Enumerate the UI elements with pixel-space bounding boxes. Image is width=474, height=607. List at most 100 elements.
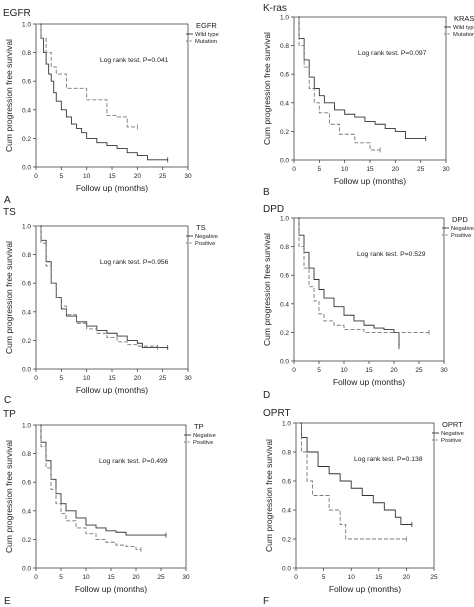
y-tick-label: 0.4 [22, 107, 31, 114]
y-tick-label: 0.6 [280, 273, 289, 280]
x-tick-label: 0 [34, 173, 38, 180]
panel-title: TP [3, 409, 16, 420]
x-tick-label: 25 [415, 367, 423, 374]
km-curve-positive [36, 225, 159, 348]
panel-letter: B [263, 187, 270, 198]
plot-frame [35, 424, 187, 569]
km-curve-negative [294, 217, 400, 347]
y-tick-label: 0.8 [22, 451, 31, 458]
km-curve-negative [36, 225, 168, 348]
km-curve-positive [36, 424, 141, 550]
y-tick-label: 0.2 [282, 537, 291, 544]
y-tick-label: 0.8 [280, 244, 289, 251]
y-tick-label: 0.0 [280, 359, 289, 366]
log-rank-annotation: Log rank test. P=0.529 [357, 251, 426, 258]
y-tick-label: 0.8 [22, 50, 31, 57]
y-tick-label: 0.0 [22, 367, 31, 374]
km-panel-d: DPD D 0.0 0.2 0.4 0.6 0.8 1.0 0 5 10 15 20 25 30 Follow… [262, 204, 474, 401]
x-tick-label: 25 [417, 166, 425, 173]
y-tick-label: 0.2 [22, 338, 31, 345]
x-tick-label: 20 [403, 574, 411, 581]
plot-frame [295, 422, 435, 569]
km-curve-wild-type [294, 16, 426, 139]
y-axis-label: Cum progression free survival [262, 32, 272, 145]
y-tick-label: 0.4 [282, 508, 291, 515]
x-tick-label: 25 [159, 375, 167, 382]
y-axis-label: Cum progression free survival [4, 39, 14, 152]
y-axis-label: Cum progression free survival [262, 233, 272, 346]
x-tick-label: 0 [292, 367, 296, 374]
km-curve-negative [296, 422, 412, 525]
x-axis-label: Follow up (months) [334, 176, 406, 186]
y-tick-label: 1.0 [282, 421, 291, 428]
km-curve-mutation [294, 16, 381, 151]
y-tick-label: 0.6 [282, 479, 291, 486]
x-tick-label: 10 [341, 166, 349, 173]
y-tick-label: 0.8 [22, 252, 31, 259]
x-tick-label: 0 [294, 574, 298, 581]
x-tick-label: 20 [134, 375, 142, 382]
x-tick-label: 15 [375, 574, 383, 581]
legend-entry: Negative [193, 433, 216, 439]
km-panel-f: OPRT F 0.0 0.2 0.4 0.6 0.8 1.0 0 5 10 15 20 25 Follow … [263, 408, 464, 607]
log-rank-annotation: Log rank test. P=0.041 [100, 57, 169, 64]
x-tick-label: 5 [318, 166, 322, 173]
legend-entry: Negative [441, 431, 464, 437]
x-tick-label: 5 [322, 574, 326, 581]
x-tick-label: 20 [390, 367, 398, 374]
y-tick-label: 0.8 [282, 450, 291, 457]
x-tick-label: 15 [108, 173, 116, 180]
x-axis-label: Follow up (months) [75, 584, 147, 594]
y-tick-label: 0.6 [280, 72, 289, 79]
y-tick-label: 0.2 [22, 537, 31, 544]
legend-entry: Positive [193, 440, 213, 446]
legend-entry: Wild type [453, 25, 474, 31]
km-curve-positive [296, 422, 407, 540]
legend-entry: Positive [195, 241, 215, 247]
panel-title: OPRT [263, 408, 291, 419]
y-axis-label: Cum progression free survival [4, 440, 14, 553]
x-tick-label: 10 [82, 574, 90, 581]
legend-title: KRAS [454, 14, 474, 23]
legend-title: OPRT [442, 420, 463, 429]
legend-entry: Negative [195, 234, 218, 240]
legend-entry: Positive [441, 438, 461, 444]
km-panel-a: EGFR A 0.0 0.2 0.4 0.6 0.8 1.0 0 5 10 15 20 25 30 Follo… [3, 8, 219, 206]
panel-title: K-ras [263, 3, 287, 14]
y-tick-label: 0.0 [280, 158, 289, 165]
x-tick-label: 25 [430, 574, 438, 581]
x-tick-label: 25 [159, 173, 167, 180]
y-tick-label: 0.6 [22, 480, 31, 487]
x-tick-label: 0 [34, 375, 38, 382]
y-tick-label: 0.4 [280, 100, 289, 107]
legend-entry: Wild type [195, 32, 219, 38]
x-tick-label: 10 [83, 375, 91, 382]
y-tick-label: 0.2 [22, 136, 31, 143]
x-tick-label: 10 [83, 173, 91, 180]
y-tick-label: 0.6 [22, 79, 31, 86]
panel-title: TS [3, 207, 16, 218]
km-curve-positive [294, 217, 429, 333]
km-curve-negative [36, 424, 166, 536]
x-tick-label: 15 [366, 166, 374, 173]
x-tick-label: 10 [340, 367, 348, 374]
legend-title: EGFR [196, 21, 217, 30]
y-tick-label: 1.0 [22, 22, 31, 29]
km-panel-c: TS C 0.0 0.2 0.4 0.6 0.8 1.0 0 5 10 15 20 25 30 Follow … [3, 207, 218, 406]
log-rank-annotation: Log rank test. P=0.138 [354, 456, 423, 463]
y-tick-label: 0.2 [280, 330, 289, 337]
legend-title: TP [194, 422, 204, 431]
x-tick-label: 15 [107, 574, 115, 581]
y-tick-label: 1.0 [280, 15, 289, 22]
x-tick-label: 20 [132, 574, 140, 581]
x-tick-label: 10 [348, 574, 356, 581]
panel-letter: E [4, 596, 11, 607]
y-tick-label: 0.2 [280, 129, 289, 136]
km-panel-e: TP E 0.0 0.2 0.4 0.6 0.8 1.0 0 5 10 15 20 25 30 Follow … [3, 409, 216, 607]
x-tick-label: 15 [108, 375, 116, 382]
km-panel-b: K-ras B 0.0 0.2 0.4 0.6 0.8 1.0 0 5 10 15 20 25 30 Foll… [262, 3, 474, 198]
panel-letter: D [263, 390, 270, 401]
log-rank-annotation: Log rank test. P=0.499 [99, 458, 168, 465]
x-tick-label: 0 [34, 574, 38, 581]
legend-entry: Negative [451, 226, 474, 232]
